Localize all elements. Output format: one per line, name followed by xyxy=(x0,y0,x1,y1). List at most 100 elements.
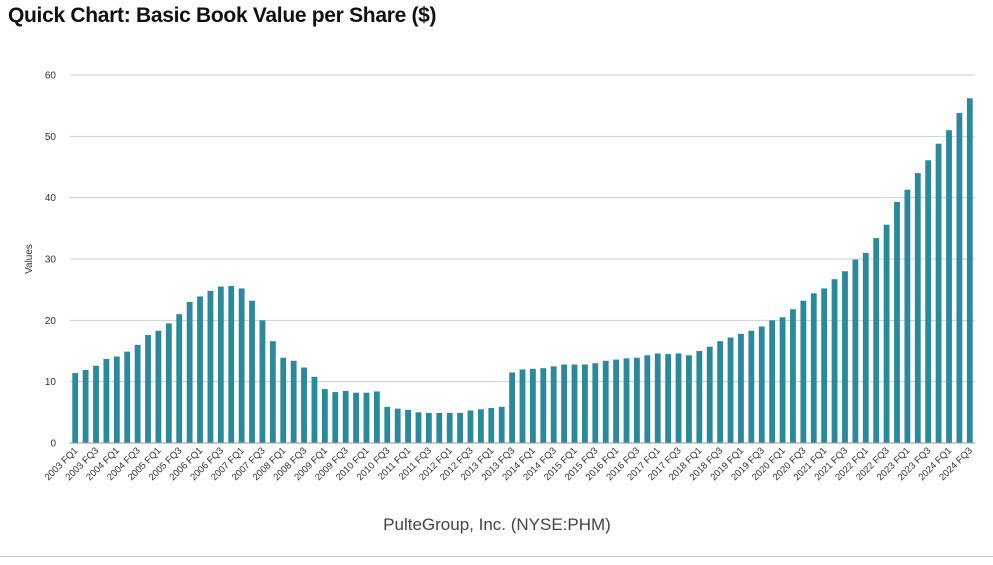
bar xyxy=(623,358,630,443)
bar xyxy=(966,98,973,443)
bar xyxy=(290,360,297,443)
bar xyxy=(301,367,307,443)
bar xyxy=(831,279,838,443)
bar xyxy=(280,357,287,443)
bar xyxy=(654,353,661,443)
bar xyxy=(769,320,776,443)
bar xyxy=(373,391,380,443)
bar xyxy=(790,309,796,443)
bar xyxy=(748,330,755,443)
bar xyxy=(613,359,620,443)
bar xyxy=(717,341,724,443)
bar xyxy=(113,356,120,443)
bar xyxy=(894,201,900,443)
y-tick-label: 50 xyxy=(45,132,57,143)
bar xyxy=(488,408,495,443)
bar xyxy=(321,389,328,443)
bar xyxy=(821,288,828,443)
bar xyxy=(311,376,318,443)
bar xyxy=(207,290,214,443)
bar xyxy=(925,160,932,443)
bar xyxy=(145,335,151,443)
bar xyxy=(540,368,547,443)
bar xyxy=(165,323,172,443)
bar xyxy=(238,288,245,443)
bars xyxy=(72,98,973,443)
bar xyxy=(696,351,703,443)
bar xyxy=(810,293,817,443)
y-axis-label: Values xyxy=(24,244,35,274)
x-axis-label: PulteGroup, Inc. (NYSE:PHM) xyxy=(383,515,611,534)
bar xyxy=(405,409,411,443)
y-tick-label: 40 xyxy=(45,193,57,204)
bar xyxy=(592,363,599,443)
bar xyxy=(862,252,869,443)
bar xyxy=(602,360,609,443)
bar xyxy=(758,326,765,443)
bar xyxy=(686,355,692,443)
bar xyxy=(727,337,734,443)
bar xyxy=(134,344,141,443)
gridlines xyxy=(70,74,975,383)
bar xyxy=(706,346,713,443)
bar xyxy=(665,354,672,443)
bar xyxy=(124,351,131,443)
bar xyxy=(176,314,183,443)
bar xyxy=(269,341,276,443)
bar xyxy=(477,409,484,443)
bar xyxy=(72,373,79,443)
bar xyxy=(332,392,339,443)
bar xyxy=(571,364,578,443)
bar xyxy=(498,406,505,443)
y-tick-label: 30 xyxy=(45,255,57,266)
bar xyxy=(446,412,453,443)
y-tick-label: 60 xyxy=(45,71,57,82)
bar xyxy=(425,412,432,443)
y-axis-ticks: 0 10 20 30 40 50 60 xyxy=(45,71,57,450)
bar xyxy=(186,301,193,443)
bar xyxy=(467,410,474,443)
bar xyxy=(415,412,422,443)
bar xyxy=(852,259,859,443)
y-tick-label: 20 xyxy=(45,316,57,327)
bar xyxy=(394,408,401,443)
bar xyxy=(509,372,516,443)
bar xyxy=(529,368,536,443)
bar xyxy=(155,330,162,443)
bar xyxy=(914,173,921,443)
bar xyxy=(956,113,963,443)
bar xyxy=(217,286,224,443)
bar xyxy=(883,224,890,443)
bar xyxy=(519,369,526,443)
bar xyxy=(363,392,370,443)
bar xyxy=(259,320,266,443)
bar xyxy=(103,358,110,443)
bar xyxy=(342,390,349,443)
bar xyxy=(93,365,99,443)
bar xyxy=(935,143,942,443)
footer-divider xyxy=(0,556,993,557)
bar xyxy=(228,285,235,443)
bar xyxy=(800,300,807,443)
bar xyxy=(644,355,651,443)
bar xyxy=(582,364,588,443)
bar xyxy=(904,189,911,443)
bar xyxy=(436,412,443,443)
bar xyxy=(249,300,255,443)
bar xyxy=(384,406,391,443)
page-title: Quick Chart: Basic Book Value per Share … xyxy=(8,4,437,27)
bar xyxy=(457,412,463,443)
bar xyxy=(738,333,744,443)
bar xyxy=(675,353,682,443)
y-tick-label: 0 xyxy=(50,439,56,450)
bar xyxy=(197,296,203,443)
bar xyxy=(946,130,952,443)
bar xyxy=(779,317,786,443)
bar xyxy=(550,366,557,443)
bar xyxy=(561,364,568,443)
bar xyxy=(873,238,880,443)
bar xyxy=(634,357,640,443)
bar xyxy=(82,370,89,443)
